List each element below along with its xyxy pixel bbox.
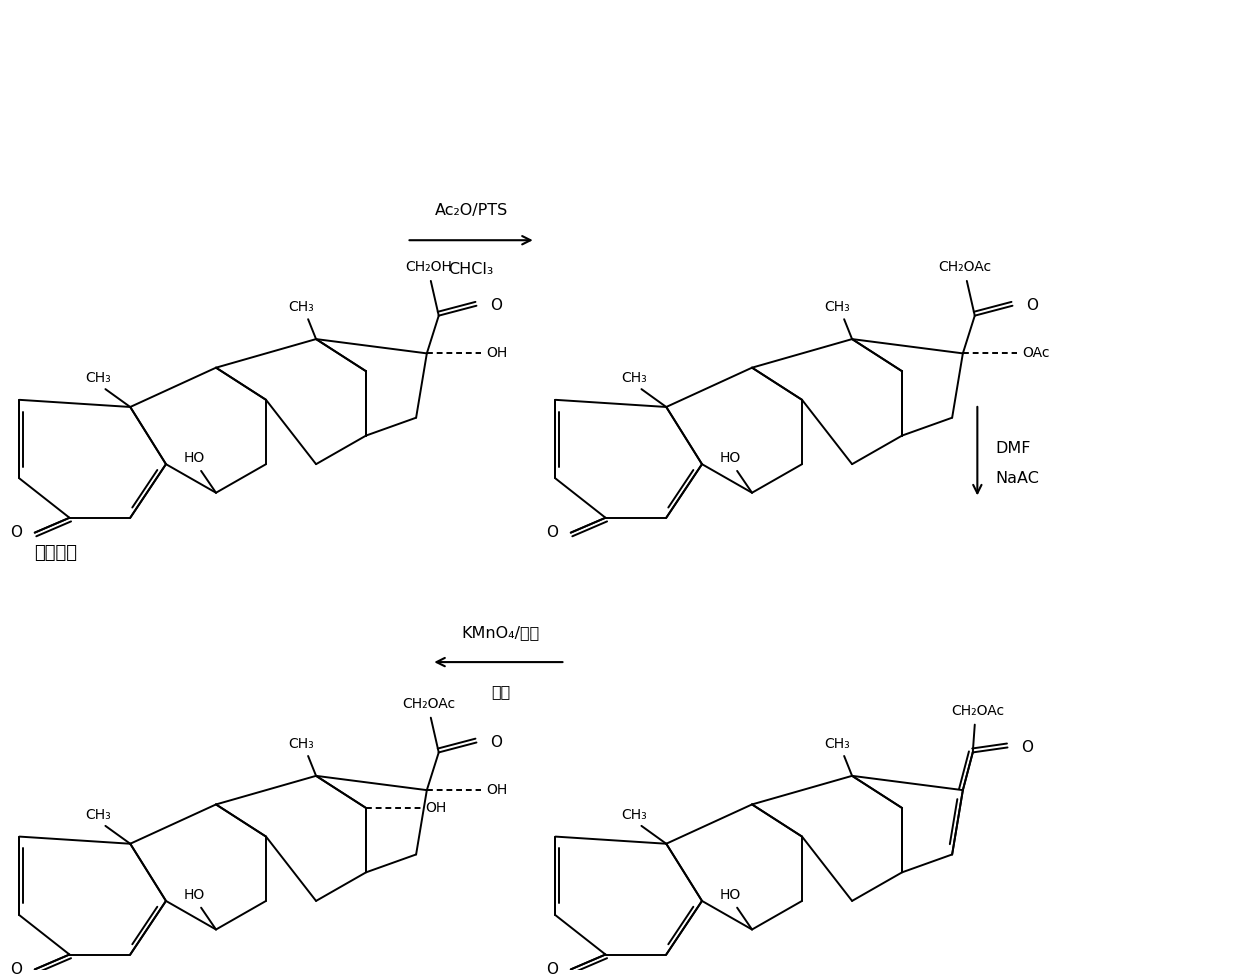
Text: CH₂OAc: CH₂OAc (402, 697, 455, 710)
Text: CH₂OH: CH₂OH (405, 260, 453, 274)
Text: OH: OH (486, 784, 507, 797)
Text: Ac₂O/PTS: Ac₂O/PTS (434, 203, 507, 219)
Text: O: O (490, 298, 502, 314)
Text: CH₃: CH₃ (621, 371, 647, 385)
Text: HO: HO (184, 451, 205, 465)
Text: 泼尼松龙: 泼尼松龙 (33, 544, 77, 562)
Text: CH₂OAc: CH₂OAc (951, 703, 1004, 718)
Text: O: O (1027, 298, 1038, 314)
Text: CH₃: CH₃ (621, 808, 647, 822)
Text: CH₃: CH₃ (825, 300, 851, 315)
Text: NaAC: NaAC (996, 471, 1039, 486)
Text: CH₃: CH₃ (288, 737, 314, 751)
Text: OH: OH (486, 347, 507, 361)
Text: DMF: DMF (996, 442, 1030, 456)
Text: CHCl₃: CHCl₃ (449, 262, 494, 277)
Text: HO: HO (719, 451, 740, 465)
Text: CH₃: CH₃ (825, 737, 851, 751)
Text: 甲酸: 甲酸 (491, 684, 511, 699)
Text: CH₃: CH₃ (288, 300, 314, 315)
Text: CH₃: CH₃ (86, 371, 112, 385)
Text: O: O (1022, 740, 1033, 755)
Text: CH₃: CH₃ (86, 808, 112, 822)
Text: O: O (10, 962, 22, 977)
Text: HO: HO (184, 888, 205, 902)
Text: O: O (10, 526, 22, 540)
Text: OH: OH (425, 801, 446, 815)
Text: CH₂OAc: CH₂OAc (939, 260, 992, 274)
Text: O: O (546, 962, 558, 977)
Text: O: O (490, 735, 502, 750)
Text: OAc: OAc (1023, 347, 1050, 361)
Text: O: O (546, 526, 558, 540)
Text: HO: HO (719, 888, 740, 902)
Text: KMnO₄/丙酮: KMnO₄/丙酮 (461, 625, 539, 640)
